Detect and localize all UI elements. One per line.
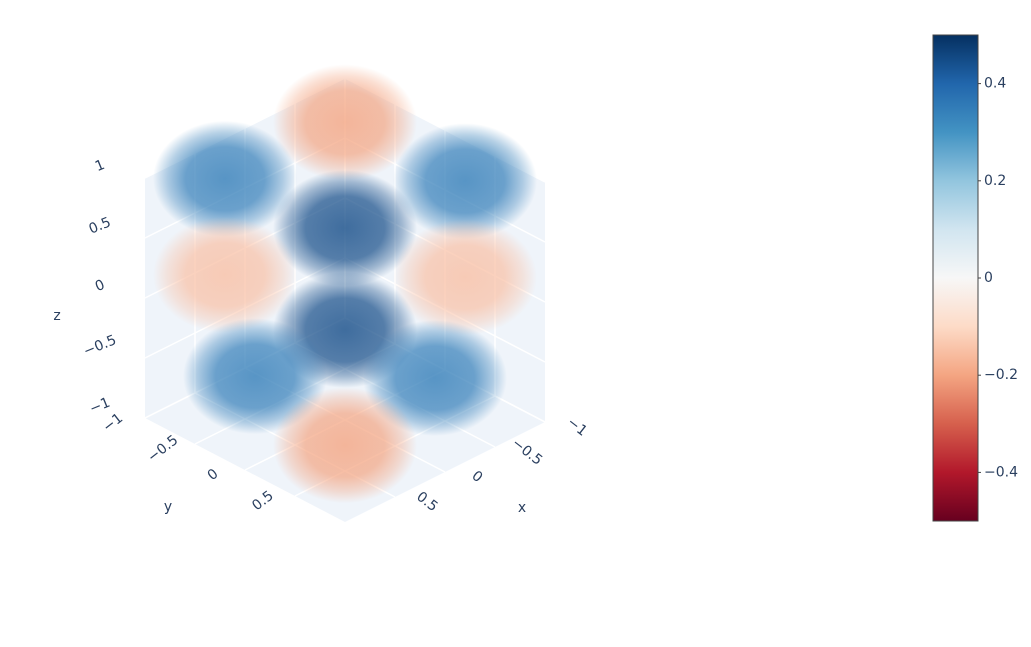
volume-blob xyxy=(273,64,417,181)
volume-blob xyxy=(273,170,417,286)
colorbar-tick-label: 0 xyxy=(984,270,993,286)
tick-label: 0 xyxy=(93,277,107,295)
tick-label: −0.5 xyxy=(81,332,119,360)
tick-label: −0.5 xyxy=(145,432,182,466)
axis-title: x xyxy=(518,500,526,516)
tick-label: 0.5 xyxy=(413,489,440,515)
volume-blob xyxy=(393,123,537,240)
colorbar-tick-label: 0.4 xyxy=(984,76,1006,92)
tick-label: 0 xyxy=(469,468,486,486)
tick-label: 1 xyxy=(93,157,107,175)
colorbar-tick-label: −0.2 xyxy=(984,367,1018,383)
colorbar-tick-label: −0.4 xyxy=(984,464,1018,480)
tick-label: −1 xyxy=(87,395,112,418)
tick-label: −0.5 xyxy=(509,435,546,469)
colorbar xyxy=(932,34,979,522)
axis-title: y xyxy=(164,499,172,515)
volume-blob xyxy=(393,219,537,336)
tick-label: 0 xyxy=(205,466,222,484)
volume-blob xyxy=(183,318,327,435)
volume-blob xyxy=(153,216,297,333)
axis-title: z xyxy=(53,308,60,324)
tick-label: 0.5 xyxy=(249,488,276,514)
volume-blob xyxy=(273,387,417,504)
tick-label: −1 xyxy=(100,410,126,435)
tick-label: 0.5 xyxy=(87,214,114,237)
volume-blob xyxy=(153,120,297,237)
colorbar-tick-label: 0.2 xyxy=(984,173,1006,189)
tick-label: −1 xyxy=(564,414,590,439)
